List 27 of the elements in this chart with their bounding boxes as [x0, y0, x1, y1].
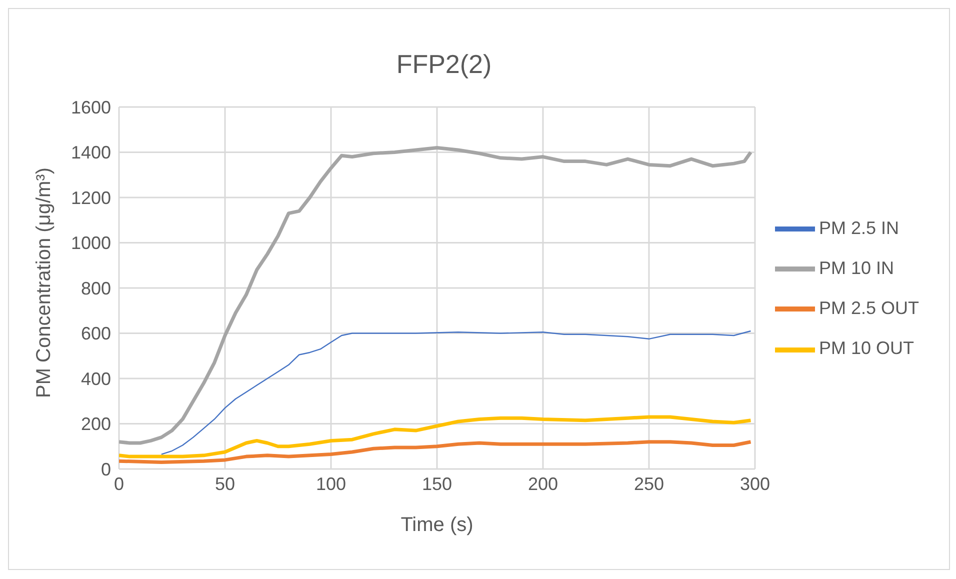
line-series: [119, 440, 752, 464]
x-tick-label: 100: [316, 474, 346, 494]
legend-label: PM 2.5 OUT: [818, 298, 919, 318]
x-tick-label: 300: [740, 474, 770, 494]
x-axis-title: Time (s): [400, 514, 474, 536]
y-tick-label: 1600: [70, 97, 111, 118]
legend-label: PM 2.5 IN: [818, 218, 899, 238]
y-tick-label: 600: [80, 324, 111, 344]
y-tick-label: 1400: [70, 142, 111, 163]
x-tick-label: 0: [114, 474, 124, 494]
y-tick-label: 1200: [70, 188, 111, 208]
y-tick-label: 800: [80, 278, 111, 298]
x-tick-label: 150: [422, 474, 452, 494]
y-axis-title: PM Concentration (μg/m³): [33, 168, 56, 398]
x-tick-label: 50: [214, 474, 236, 494]
y-tick-label: 200: [80, 414, 111, 434]
chart-title: FFP2(2): [395, 49, 493, 80]
y-tick-label: 0: [100, 459, 111, 480]
x-tick-label: 250: [634, 474, 664, 494]
y-tick-label: 1000: [70, 233, 111, 254]
line-series: [160, 330, 752, 455]
legend-label: PM 10 IN: [818, 258, 894, 278]
y-tick-label: 400: [80, 368, 111, 389]
line-series: [119, 146, 752, 445]
legend-label: PM 10 OUT: [818, 338, 914, 358]
line-series: [119, 415, 752, 458]
x-tick-label: 200: [528, 474, 558, 494]
